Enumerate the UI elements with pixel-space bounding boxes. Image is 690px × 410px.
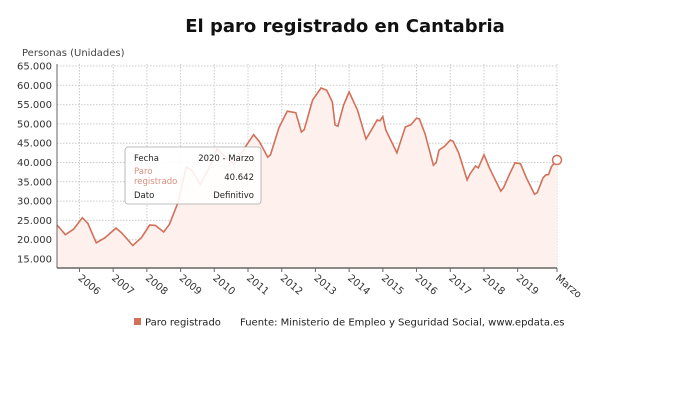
y-tick-label: 55.000 — [17, 100, 52, 111]
x-tick-label: 2007 — [109, 273, 136, 298]
x-tick-label: 2010 — [210, 273, 237, 298]
y-tick-label: 60.000 — [17, 81, 52, 92]
tooltip-label-dato: Dato — [134, 191, 154, 201]
y-tick-label: 30.000 — [17, 197, 52, 208]
x-tick-label: 2016 — [413, 273, 440, 298]
y-tick-label: 40.000 — [17, 158, 52, 169]
x-tick-label: 2011 — [244, 273, 271, 298]
x-tick-label: 2014 — [345, 273, 372, 298]
y-tick-label: 45.000 — [17, 139, 52, 150]
tooltip-label-series: Paro registrado — [134, 167, 177, 187]
last-point-marker[interactable] — [551, 154, 563, 166]
tooltip-box — [124, 146, 262, 205]
x-tick-label: 2013 — [311, 273, 338, 298]
x-tick-label: 2018 — [480, 273, 507, 298]
series-line — [56, 87, 558, 247]
tooltip-label-fecha: Fecha — [134, 154, 159, 164]
tooltip-value-series: 40.642 — [224, 173, 254, 183]
x-tick-label: 2019 — [514, 273, 541, 298]
x-tick-label: 2006 — [76, 273, 103, 298]
y-tick-label: 25.000 — [17, 216, 52, 227]
x-tick-label: 2012 — [278, 273, 305, 298]
y-tick-label: 65.000 — [17, 62, 52, 73]
y-axis-label: Personas (Unidades) — [22, 48, 125, 59]
x-tick-label: 2017 — [446, 273, 473, 298]
legend-swatch — [134, 318, 141, 325]
chart-title: El paro registrado en Cantabria — [185, 16, 505, 37]
tooltip: Fecha 2020 - Marzo Paro registrado 40.642… — [124, 146, 262, 205]
source-text: Fuente: Ministerio de Empleo y Seguridad… — [240, 318, 565, 329]
y-tick-label: 15.000 — [17, 255, 52, 266]
legend-label[interactable]: Paro registrado — [145, 318, 221, 329]
x-tick-label: 2015 — [379, 273, 406, 298]
y-tick-label: 20.000 — [17, 235, 52, 246]
y-tick-label: 35.000 — [17, 177, 52, 188]
x-tick-label: 2008 — [143, 273, 170, 298]
series-area — [57, 88, 557, 268]
y-axis: 15.000 20.000 25.000 30.000 35.000 40.000 45.0… — [17, 62, 52, 266]
x-tick-label: 2009 — [177, 273, 204, 298]
tooltip-value-dato: Definitivo — [213, 191, 254, 201]
x-tick-label: Marzo — [553, 273, 583, 301]
x-axis: 2006 2007 2008 2009 2010 2011 2012 2013 2014 2015… — [76, 268, 583, 301]
y-tick-label: 50.000 — [17, 119, 52, 130]
tooltip-value-fecha: 2020 - Marzo — [198, 154, 254, 164]
